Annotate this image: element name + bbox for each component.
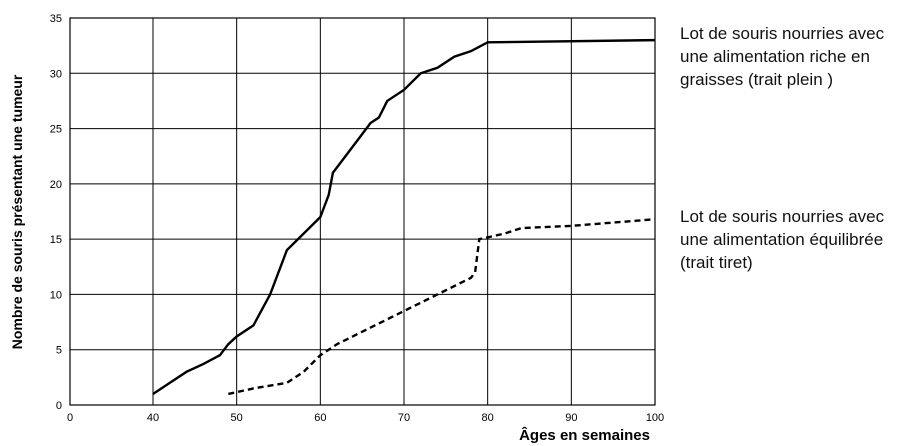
x-tick-label: 100 (646, 412, 664, 424)
x-tick-label: 80 (482, 412, 494, 424)
y-tick-label: 20 (50, 179, 62, 191)
legend-entry: Lot de souris nourries avec une alimenta… (680, 24, 885, 89)
y-tick-label: 25 (50, 124, 62, 136)
legend-entry: Lot de souris nourries avec une alimenta… (680, 207, 885, 272)
y-tick-label: 10 (50, 289, 62, 301)
x-tick-label: 90 (565, 412, 577, 424)
x-tick-label: 50 (231, 412, 243, 424)
y-tick-label: 15 (50, 234, 62, 246)
y-tick-label: 0 (56, 400, 62, 412)
y-tick-label: 30 (50, 68, 62, 80)
x-tick-label: 60 (314, 412, 326, 424)
data-line (152, 38, 656, 395)
y-tick-label: 5 (56, 345, 62, 357)
x-tick-label: 0 (67, 412, 73, 424)
x-axis-label: Âges en semaines (519, 426, 650, 444)
y-axis-label: Nombre de souris présentant une tumeur (9, 74, 25, 349)
y-tick-label: 35 (50, 13, 62, 25)
x-tick-label: 70 (398, 412, 410, 424)
plot-frame (69, 17, 656, 406)
x-tick-label: 40 (147, 412, 159, 424)
